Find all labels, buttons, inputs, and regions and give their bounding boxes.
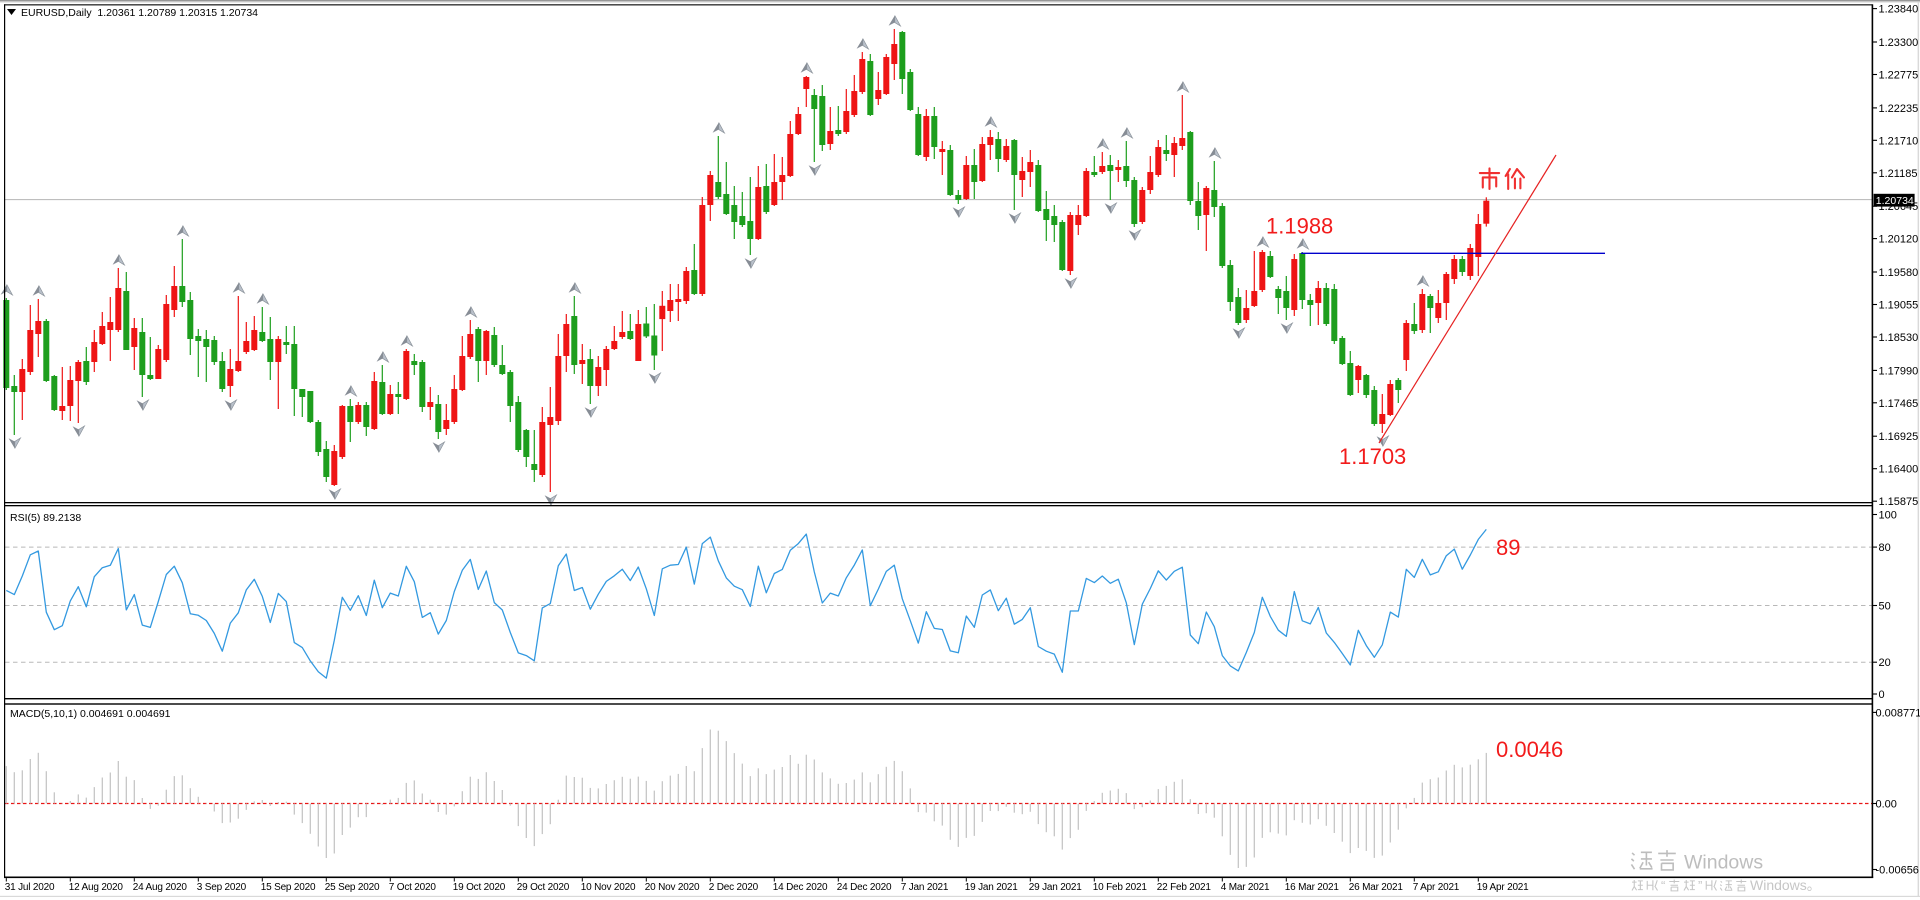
svg-text:”: ” xyxy=(1698,878,1702,893)
svg-text:19 Apr 2021: 19 Apr 2021 xyxy=(1477,882,1529,893)
svg-text:2 Dec 2020: 2 Dec 2020 xyxy=(709,882,759,893)
svg-text:1.17990: 1.17990 xyxy=(1879,365,1919,377)
svg-text:1.17465: 1.17465 xyxy=(1879,398,1919,410)
svg-text:1.20734: 1.20734 xyxy=(1876,195,1914,207)
svg-text:1.1703: 1.1703 xyxy=(1339,444,1406,469)
svg-text:1.16925: 1.16925 xyxy=(1879,431,1919,443)
svg-text:3 Sep 2020: 3 Sep 2020 xyxy=(197,882,247,893)
svg-text:0: 0 xyxy=(1879,689,1885,701)
svg-text:1.23840: 1.23840 xyxy=(1879,4,1919,16)
svg-text:1.19580: 1.19580 xyxy=(1879,267,1919,279)
svg-text:14 Dec 2020: 14 Dec 2020 xyxy=(773,882,828,893)
svg-text:20: 20 xyxy=(1879,657,1891,669)
svg-text:7 Oct 2020: 7 Oct 2020 xyxy=(389,882,437,893)
svg-text:EURUSD,Daily 1.20361 1.20789: EURUSD,Daily 1.20361 1.20789 1.20315 1.2… xyxy=(21,7,258,19)
svg-text:20 Nov 2020: 20 Nov 2020 xyxy=(645,882,700,893)
svg-text:4 Mar 2021: 4 Mar 2021 xyxy=(1221,882,1270,893)
svg-text:10 Feb 2021: 10 Feb 2021 xyxy=(1093,882,1148,893)
svg-text:1.22235: 1.22235 xyxy=(1879,103,1919,115)
svg-text:1.1988: 1.1988 xyxy=(1266,214,1333,239)
svg-text:“: “ xyxy=(1661,878,1665,893)
svg-text:1.19055: 1.19055 xyxy=(1879,300,1919,312)
svg-text:1.18530: 1.18530 xyxy=(1879,332,1919,344)
svg-text:7 Apr 2021: 7 Apr 2021 xyxy=(1413,882,1460,893)
svg-text:16 Mar 2021: 16 Mar 2021 xyxy=(1285,882,1340,893)
svg-text:15 Sep 2020: 15 Sep 2020 xyxy=(261,882,316,893)
svg-text:1.16400: 1.16400 xyxy=(1879,464,1919,476)
svg-text:0.008771: 0.008771 xyxy=(1876,707,1920,719)
svg-text:1.21185: 1.21185 xyxy=(1879,168,1918,180)
svg-text:Windows。: Windows。 xyxy=(1750,877,1821,893)
svg-text:1.21710: 1.21710 xyxy=(1879,135,1919,147)
svg-text:12 Aug 2020: 12 Aug 2020 xyxy=(69,882,124,893)
svg-text:1.15875: 1.15875 xyxy=(1879,496,1919,508)
svg-text:80: 80 xyxy=(1879,542,1891,554)
svg-text:19 Jan 2021: 19 Jan 2021 xyxy=(965,882,1018,893)
svg-text:22 Feb 2021: 22 Feb 2021 xyxy=(1157,882,1212,893)
svg-text:Windows: Windows xyxy=(1684,852,1763,874)
svg-text:100: 100 xyxy=(1879,510,1897,522)
svg-text:25 Sep 2020: 25 Sep 2020 xyxy=(325,882,380,893)
svg-text:29 Oct 2020: 29 Oct 2020 xyxy=(517,882,570,893)
svg-text:7 Jan 2021: 7 Jan 2021 xyxy=(901,882,949,893)
svg-text:24 Aug 2020: 24 Aug 2020 xyxy=(133,882,188,893)
svg-text:MACD(5,10,1) 0.004691 0.004691: MACD(5,10,1) 0.004691 0.004691 xyxy=(10,708,171,720)
svg-text:29 Jan 2021: 29 Jan 2021 xyxy=(1029,882,1082,893)
svg-text:0.0046: 0.0046 xyxy=(1496,737,1563,762)
svg-text:26 Mar 2021: 26 Mar 2021 xyxy=(1349,882,1404,893)
svg-text:50: 50 xyxy=(1879,601,1891,613)
svg-text:24 Dec 2020: 24 Dec 2020 xyxy=(837,882,892,893)
svg-text:31 Jul 2020: 31 Jul 2020 xyxy=(5,882,55,893)
svg-text:19 Oct 2020: 19 Oct 2020 xyxy=(453,882,506,893)
svg-text:1.22775: 1.22775 xyxy=(1879,70,1919,82)
svg-text:89: 89 xyxy=(1496,535,1520,560)
svg-text:0.00: 0.00 xyxy=(1876,799,1897,811)
svg-text:RSI(5) 89.2138: RSI(5) 89.2138 xyxy=(10,512,81,524)
svg-text:-0.00656: -0.00656 xyxy=(1876,865,1919,877)
svg-text:10 Nov 2020: 10 Nov 2020 xyxy=(581,882,636,893)
svg-text:1.20120: 1.20120 xyxy=(1879,234,1919,246)
svg-text:1.23300: 1.23300 xyxy=(1879,37,1919,49)
